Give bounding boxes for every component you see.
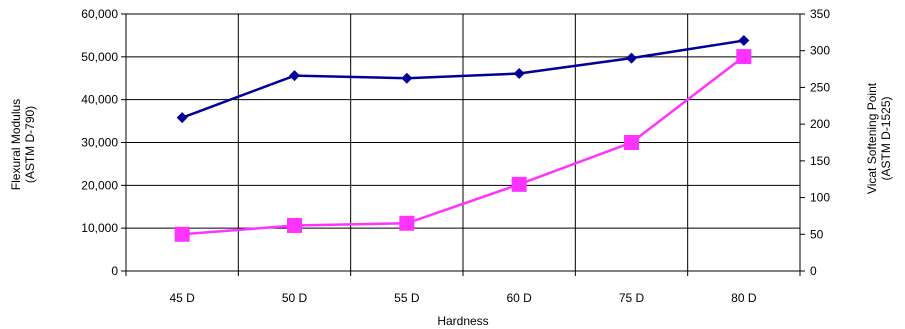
data-point-diamond [626,52,637,64]
x-tick-label: 50 D [282,291,308,305]
left-axis-title: Flexural Modulus(ASTM D-790) [9,99,37,190]
left-tick-label: 40,000 [81,93,118,107]
left-tick-label: 20,000 [81,178,118,192]
data-point-diamond [738,35,750,47]
data-point-diamond [176,112,188,124]
data-point-diamond [513,68,525,80]
data-point-diamond [401,72,413,84]
data-point-square [624,135,639,150]
series-line-1 [181,39,745,119]
data-point-square [736,49,752,65]
left-tick-label: 10,000 [81,221,118,235]
right-tick-label: 250 [810,80,830,94]
right-tick-label: 50 [810,227,824,241]
right-tick-label: 200 [810,117,830,131]
x-tick-label: 55 D [394,291,420,305]
data-point-diamond [289,70,300,82]
right-tick-label: 350 [810,7,830,21]
data-point-square [287,217,302,233]
x-axis-ticks: 45 D 50 D 55 D 60 D 75 D 80 D [125,271,801,305]
ylabel-line: (ASTM D-790) [23,106,37,183]
left-axis-ticks: 0 10,000 20,000 30,000 40,000 50,000 60,000 [81,7,126,278]
left-tick-label: 0 [111,264,118,278]
series-line-2 [182,55,745,236]
right-tick-label: 0 [810,264,817,278]
gridlines [126,14,800,271]
x-tick-label: 80 D [731,291,757,305]
left-tick-label: 30,000 [81,136,118,150]
y2label-line: Vicat Softening Point [865,82,879,194]
right-axis-ticks: 0 50 100 150 200 250 300 350 [800,7,830,278]
left-tick-label: 60,000 [81,7,118,21]
data-point-square [174,226,190,242]
right-axis-title: Vicat Softening Point(ASTM D-1525) [865,82,893,194]
x-axis-title: Hardness [437,314,488,328]
x-tick-label: 75 D [619,291,645,305]
data-point-square [511,176,527,192]
y2label-line: (ASTM D-1525) [879,96,893,180]
series-layer [174,35,752,242]
x-tick-label: 60 D [506,291,532,305]
right-tick-label: 150 [810,154,830,168]
x-tick-label: 45 D [169,291,195,305]
right-tick-label: 100 [810,191,830,205]
left-tick-label: 50,000 [81,50,118,64]
data-point-square [399,215,415,231]
right-tick-label: 300 [810,44,830,58]
ylabel-line: Flexural Modulus [9,99,23,190]
